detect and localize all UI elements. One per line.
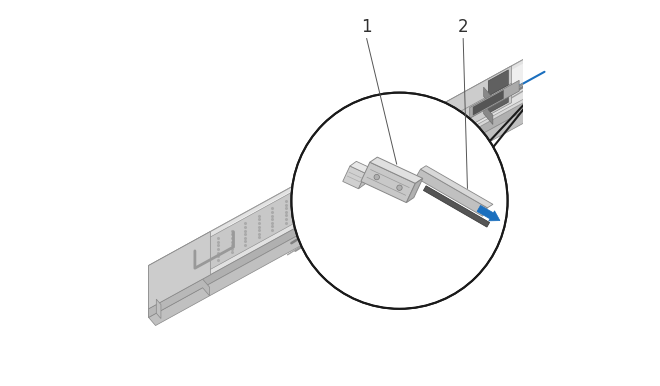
Polygon shape [228,56,548,239]
Polygon shape [148,0,643,309]
Circle shape [292,94,506,308]
Polygon shape [148,0,660,293]
Polygon shape [148,232,211,309]
Polygon shape [211,169,334,269]
Polygon shape [148,279,210,317]
Polygon shape [420,166,493,208]
Polygon shape [484,105,493,125]
Polygon shape [527,15,635,94]
Circle shape [397,185,402,190]
Polygon shape [416,169,487,216]
Polygon shape [477,205,500,221]
Polygon shape [148,37,643,317]
Polygon shape [424,186,490,227]
Text: 2: 2 [458,18,469,36]
Polygon shape [350,161,372,173]
Polygon shape [527,0,635,77]
Polygon shape [148,46,649,325]
Polygon shape [488,87,508,113]
Polygon shape [343,166,366,189]
Polygon shape [403,66,512,145]
Polygon shape [156,299,161,318]
Circle shape [374,174,380,180]
Polygon shape [612,2,632,28]
Polygon shape [473,90,504,115]
Polygon shape [581,0,660,71]
Polygon shape [361,162,415,203]
Polygon shape [484,87,493,107]
Circle shape [292,93,508,309]
Polygon shape [470,80,519,119]
Text: 1: 1 [362,18,372,36]
Polygon shape [331,134,393,208]
Polygon shape [403,83,512,162]
Polygon shape [643,0,660,64]
Polygon shape [370,157,423,183]
Polygon shape [358,169,372,189]
Polygon shape [607,19,616,39]
Polygon shape [607,37,616,57]
Polygon shape [407,178,423,203]
Polygon shape [488,70,508,96]
Polygon shape [612,19,632,46]
Polygon shape [393,0,660,174]
